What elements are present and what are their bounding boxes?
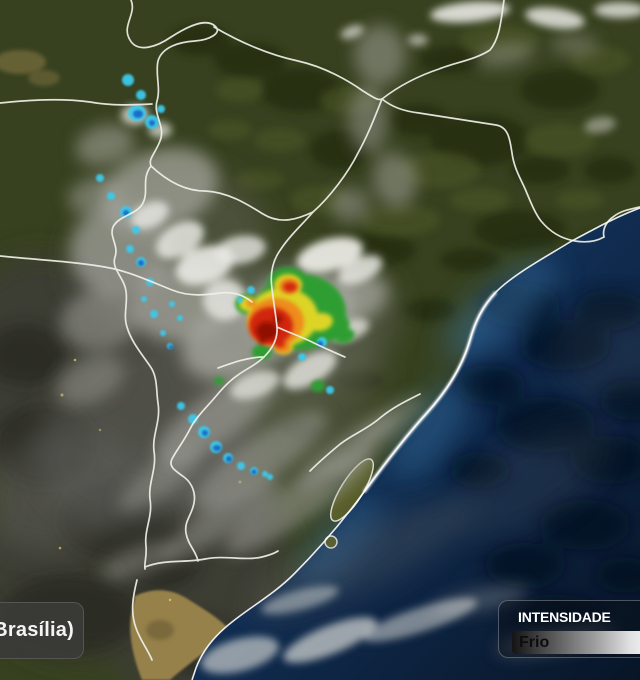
coast-foam — [362, 290, 498, 493]
clouds-bright-layer — [121, 1, 640, 674]
timestamp-box: Brasília) — [0, 602, 84, 659]
coastal-tan-patches — [0, 50, 228, 680]
land-texture-light — [208, 24, 630, 302]
radar-overlay — [96, 74, 355, 480]
intensity-scale-label: Frio — [519, 633, 550, 651]
intensity-gradient-bar: Frio — [512, 631, 640, 654]
intensity-legend: INTENSIDADE Frio — [498, 600, 640, 658]
legend-title: INTENSIDADE — [518, 609, 611, 625]
timestamp-label: Brasília) — [0, 619, 74, 641]
state-borders — [0, 0, 640, 661]
